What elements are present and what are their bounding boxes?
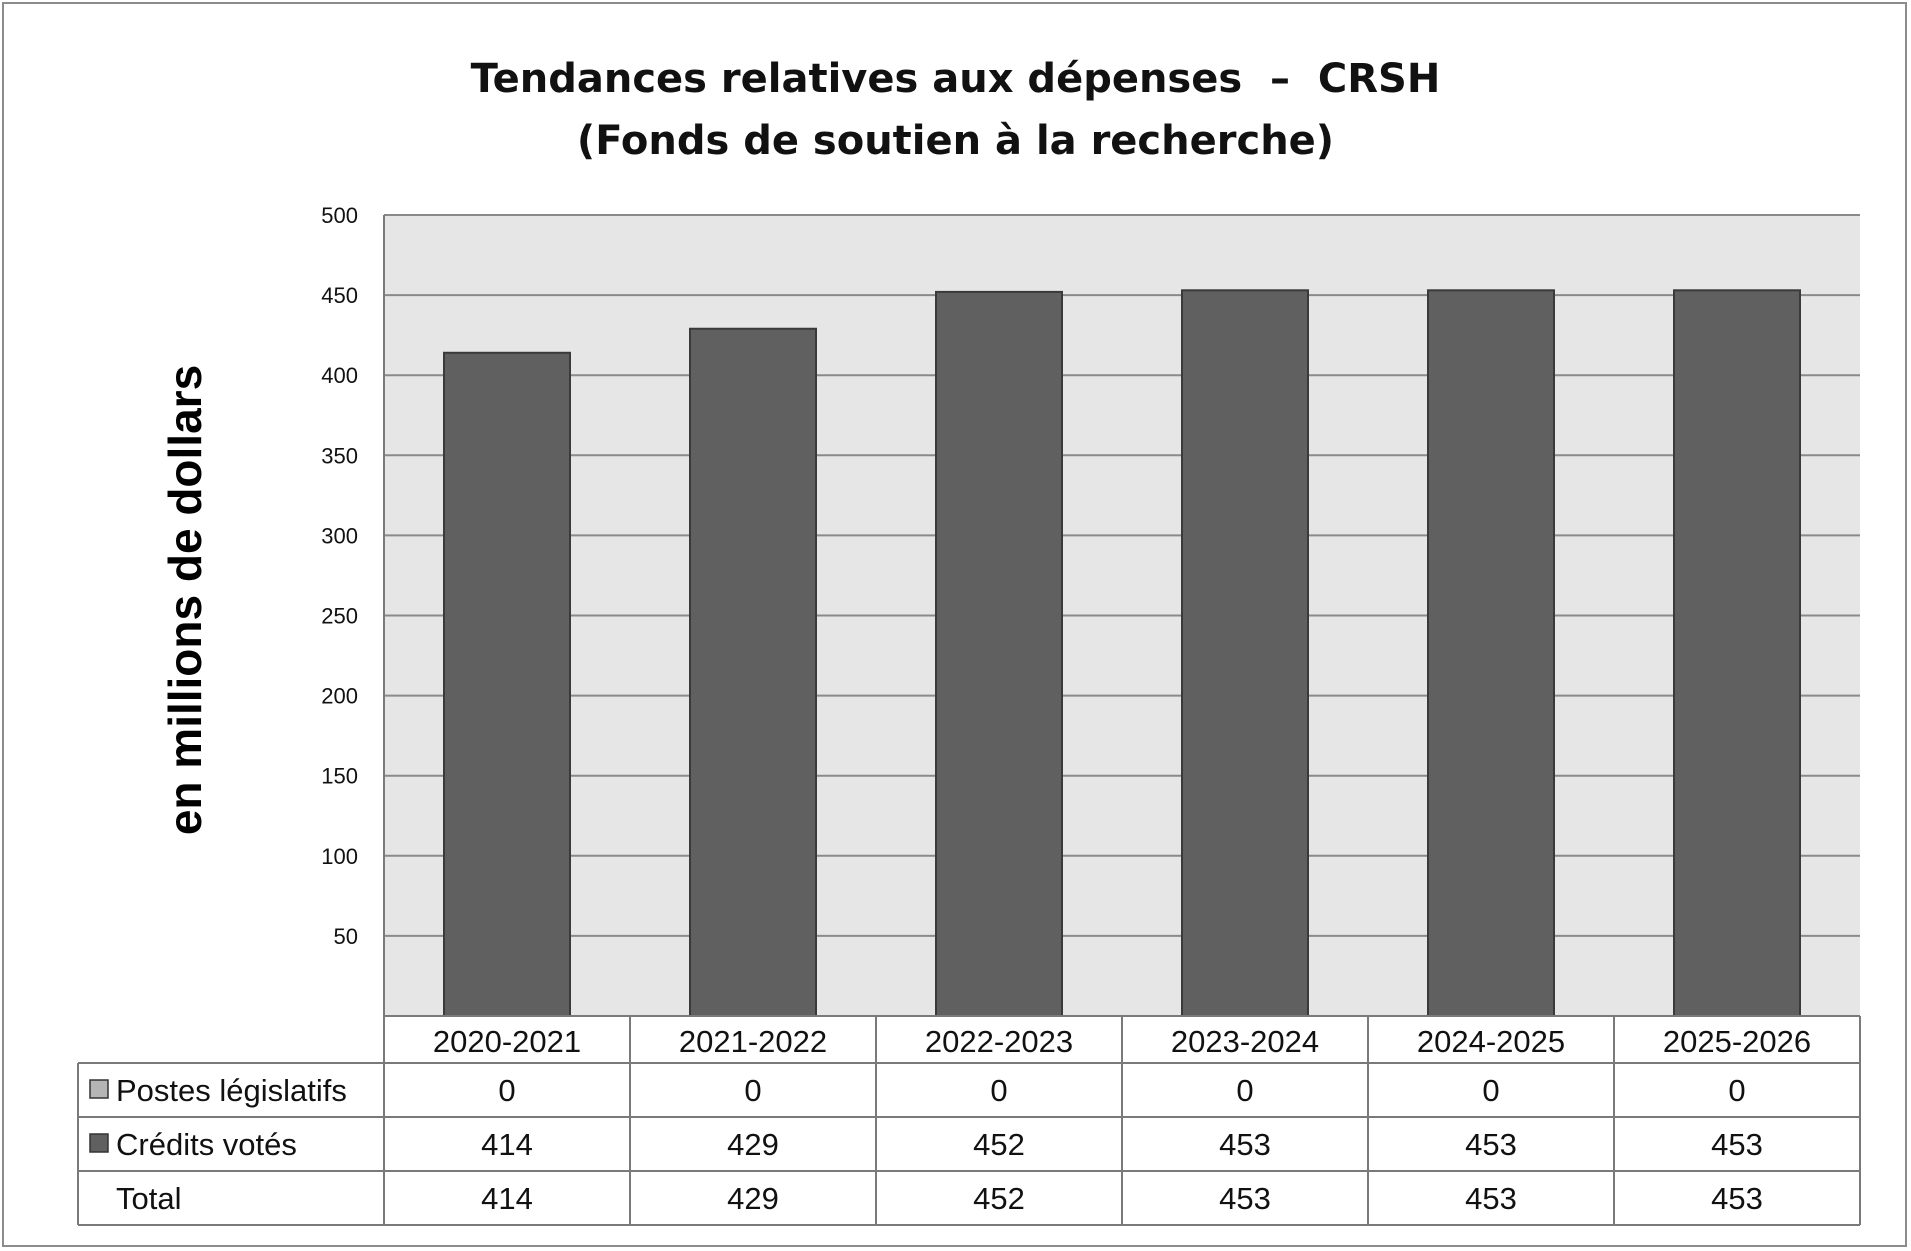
data-table-value: 0: [990, 1073, 1007, 1108]
y-tick-label: 350: [321, 443, 358, 468]
bar: [689, 327, 817, 1017]
y-tick-label: 250: [321, 604, 358, 629]
y-tick-label: 450: [321, 283, 358, 308]
legend-entry: Crédits votés: [116, 1127, 297, 1162]
data-table-value: 453: [1711, 1181, 1763, 1216]
y-tick-label: 500: [321, 203, 358, 228]
y-tick-label: 300: [321, 523, 358, 548]
data-table-value: 453: [1465, 1127, 1517, 1162]
x-category-label: 2021-2022: [679, 1024, 827, 1059]
y-tick-label: 100: [321, 844, 358, 869]
x-category-label: 2024-2025: [1417, 1024, 1565, 1059]
data-table-value: 453: [1711, 1127, 1763, 1162]
data-table-value: 453: [1465, 1181, 1517, 1216]
data-table-value: 0: [498, 1073, 515, 1108]
bar: [935, 290, 1063, 1017]
chart-title: Tendances relatives aux dépenses – CRSH …: [0, 48, 1911, 172]
x-category-label: 2022-2023: [925, 1024, 1073, 1059]
bar: [1427, 289, 1555, 1017]
data-table-value: 452: [973, 1127, 1025, 1162]
bar: [1181, 289, 1309, 1017]
chart-title-line-2: (Fonds de soutien à la recherche): [576, 118, 1335, 164]
y-tick-label: 50: [334, 924, 358, 949]
x-category-label: 2023-2024: [1171, 1024, 1319, 1059]
data-table-value: 429: [727, 1127, 779, 1162]
x-category-label: 2025-2026: [1663, 1024, 1811, 1059]
legend-entry: Postes législatifs: [116, 1073, 347, 1108]
x-category-label: 2020-2021: [433, 1024, 581, 1059]
data-table-value: 0: [1482, 1073, 1499, 1108]
y-tick-label: 150: [321, 764, 358, 789]
bar: [1673, 289, 1801, 1017]
data-table-value: 414: [481, 1127, 533, 1162]
legend-entry: Total: [116, 1181, 181, 1216]
data-table-value: 453: [1219, 1181, 1271, 1216]
data-table-value: 0: [744, 1073, 761, 1108]
data-table-value: 0: [1236, 1073, 1253, 1108]
legend-swatch: [89, 1133, 109, 1153]
data-table-value: 0: [1728, 1073, 1745, 1108]
data-table-value: 429: [727, 1181, 779, 1216]
bar: [443, 351, 571, 1018]
data-table-value: 452: [973, 1181, 1025, 1216]
chart-title-line-1: Tendances relatives aux dépenses – CRSH: [470, 56, 1441, 102]
data-table-value: 453: [1219, 1127, 1271, 1162]
legend-swatch: [89, 1079, 109, 1099]
data-table-value: 414: [481, 1181, 533, 1216]
y-tick-label: 200: [321, 684, 358, 709]
y-tick-label: 400: [321, 363, 358, 388]
